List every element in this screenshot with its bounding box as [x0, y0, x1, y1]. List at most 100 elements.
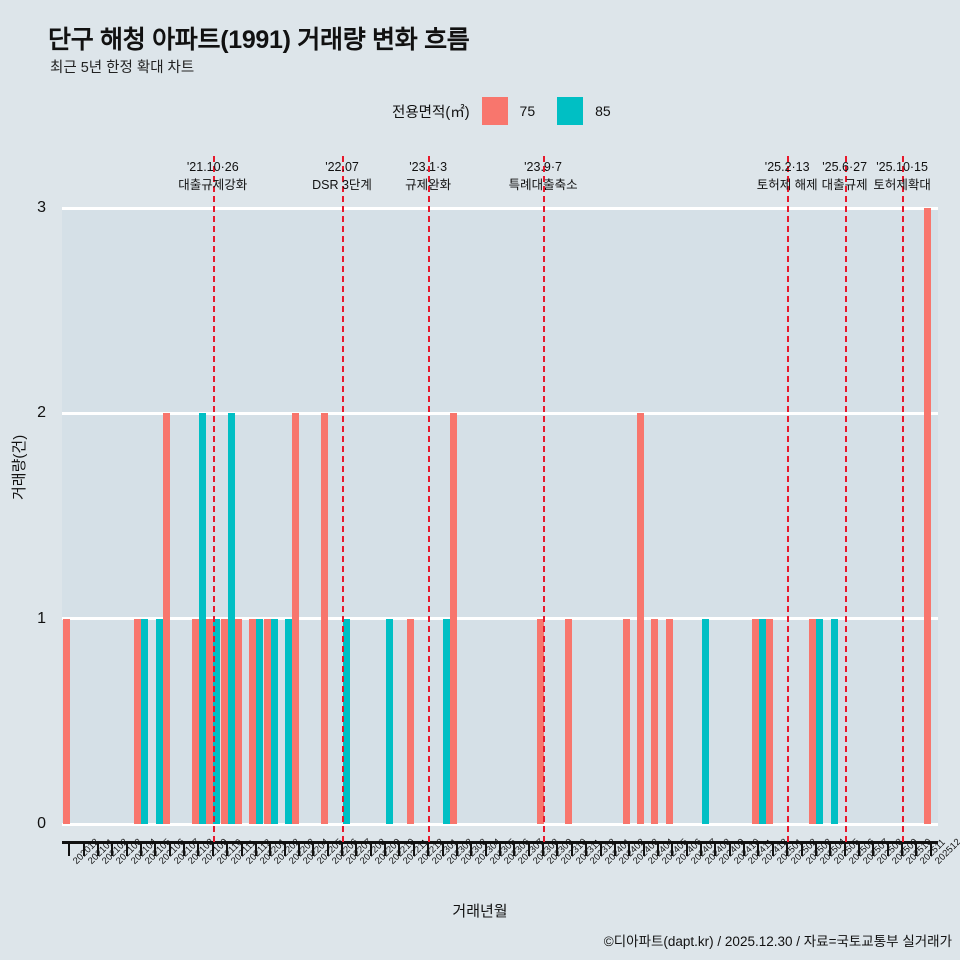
- page-title: 단구 해청 아파트(1991) 거래량 변화 흐름: [48, 26, 470, 54]
- plot-area: [62, 206, 938, 826]
- legend-label-75: 75: [519, 103, 536, 119]
- legend-title: 전용면적(㎡): [392, 104, 470, 121]
- bar: [809, 618, 817, 824]
- y-axis-label: 거래량(건): [11, 434, 28, 500]
- annotation-text: 토허제확대: [873, 178, 931, 193]
- gridline-y-2: [62, 411, 938, 415]
- annotation-text: 규제완화: [405, 178, 452, 193]
- annotation-text: 대출규제강화: [178, 178, 248, 193]
- x-tick: [499, 844, 501, 856]
- bar: [270, 618, 278, 824]
- annotation-line: [342, 156, 345, 842]
- bar: [220, 618, 228, 824]
- x-axis: [62, 841, 938, 844]
- annotation-text: 특례대출축소: [508, 178, 578, 193]
- x-tick: [111, 844, 114, 856]
- x-tick: [671, 844, 674, 856]
- x-tick: [700, 844, 703, 856]
- x-tick: [82, 844, 85, 856]
- x-tick: [312, 844, 315, 856]
- annotation-label: '25.10·15 토허제확대: [873, 158, 931, 194]
- x-tick: [341, 844, 344, 856]
- x-tick: [470, 844, 473, 856]
- x-tick: [355, 844, 358, 856]
- x-tick: [139, 844, 142, 856]
- bar: [924, 208, 932, 824]
- bar: [256, 618, 264, 824]
- bar: [536, 618, 544, 824]
- bar: [163, 413, 171, 824]
- annotation-label: '22.07 DSR 3단계: [312, 158, 372, 194]
- x-tick: [685, 844, 688, 856]
- bar: [385, 618, 393, 824]
- annotation-date: '25.2·13: [764, 160, 810, 174]
- x-tick: [326, 844, 329, 856]
- x-tick: [398, 844, 401, 856]
- bar: [751, 618, 759, 824]
- x-tick: [901, 844, 904, 856]
- footer-credit: ©디아파트(dapt.kr) / 2025.12.30 / 자료=국토교통부 실…: [603, 934, 952, 949]
- x-tick: [556, 844, 559, 856]
- y-tick-label: 2: [37, 404, 46, 422]
- annotation-line: [212, 156, 215, 842]
- annotation-line: [428, 156, 431, 842]
- x-tick: [412, 844, 415, 856]
- bar: [637, 413, 645, 824]
- bar: [292, 413, 300, 824]
- x-tick: [628, 844, 631, 856]
- x-tick: [829, 844, 832, 856]
- x-tick: [283, 844, 286, 856]
- x-tick: [570, 844, 573, 856]
- bar: [450, 413, 458, 824]
- x-tick: [384, 844, 387, 856]
- annotation-label: '23.9·7 특례대출축소: [509, 158, 578, 194]
- legend: 전용면적(㎡) 75 85: [392, 96, 611, 126]
- bar: [342, 618, 350, 824]
- annotation-line: [844, 156, 847, 842]
- bar: [321, 413, 329, 824]
- annotation-date: '25.6·27: [822, 160, 868, 174]
- bar: [830, 618, 838, 824]
- x-tick: [527, 844, 530, 856]
- x-tick: [168, 844, 171, 856]
- annotation-line: [902, 156, 905, 842]
- x-tick: [125, 844, 128, 856]
- annotation-date: '23.9·7: [524, 160, 562, 174]
- annotation-label: '21.10·26 대출규제강화: [178, 158, 247, 194]
- bar: [816, 618, 824, 824]
- page-subtitle: 최근 5년 한정 확대 차트: [50, 60, 195, 76]
- gridline-y-0: [62, 822, 938, 826]
- x-tick: [96, 844, 99, 856]
- bar: [206, 618, 214, 824]
- x-tick: [656, 844, 659, 856]
- x-tick: [254, 844, 257, 856]
- bar: [235, 618, 242, 824]
- bar: [227, 413, 235, 824]
- bar: [407, 618, 415, 824]
- gridline-y-1: [62, 617, 938, 621]
- legend-swatch-85: [557, 97, 584, 125]
- bar: [651, 618, 659, 824]
- bar: [285, 618, 293, 824]
- x-tick: [757, 844, 760, 856]
- legend-label-85: 85: [595, 103, 611, 119]
- annotation-text: 토허제 해제: [756, 178, 818, 193]
- x-tick: [441, 844, 444, 856]
- annotation-label: '23.1·3 규제완화: [405, 158, 451, 194]
- x-tick: [211, 844, 214, 856]
- annotation-line: [787, 156, 790, 842]
- x-tick: [68, 844, 71, 856]
- bar: [263, 618, 271, 824]
- bar: [191, 618, 199, 824]
- bar: [701, 618, 709, 824]
- bar: [62, 618, 70, 824]
- annotation-date: '21.10·26: [186, 160, 239, 174]
- x-tick: [154, 844, 157, 856]
- x-tick: [771, 844, 774, 856]
- y-tick-label: 1: [37, 609, 46, 627]
- x-tick: [929, 844, 932, 856]
- x-tick: [226, 844, 229, 856]
- annotation-date: '22.07: [325, 160, 359, 174]
- bar: [766, 618, 774, 824]
